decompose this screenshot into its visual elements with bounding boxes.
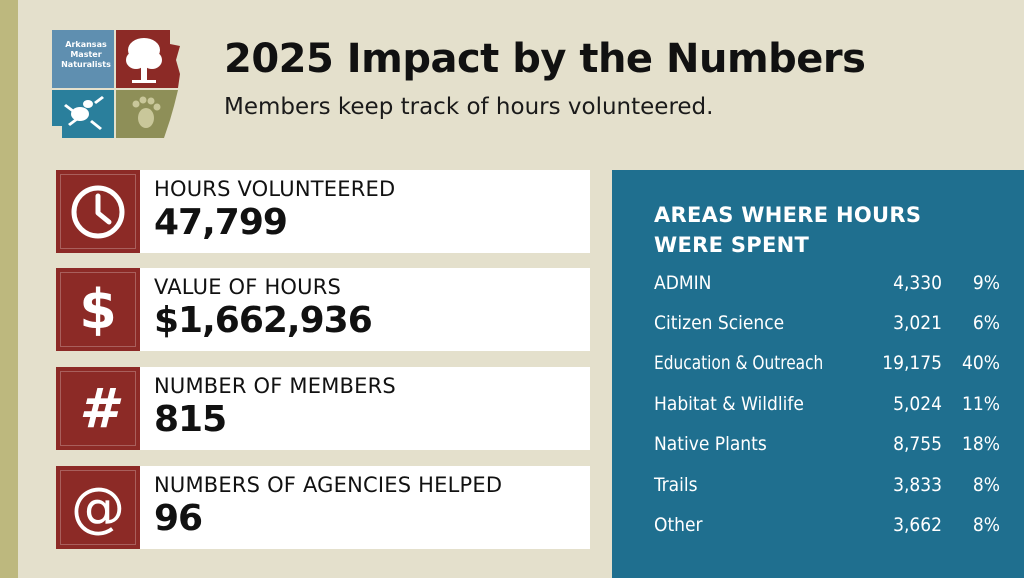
left-accent-bar: [0, 0, 18, 578]
area-hours: 4,330: [893, 272, 942, 294]
stat-label: VALUE OF HOURS: [154, 275, 342, 299]
area-percent: 9%: [972, 272, 1000, 294]
stat-value: $1,662,936: [154, 300, 373, 341]
area-hours: 8,755: [893, 433, 942, 455]
at-icon: @: [56, 466, 140, 549]
stat-hours-volunteered: HOURS VOLUNTEERED 47,799: [56, 170, 590, 253]
stat-value-of-hours: $ VALUE OF HOURS $1,662,936: [56, 268, 590, 351]
area-percent: 6%: [972, 312, 1000, 334]
area-hours: 5,024: [893, 393, 942, 415]
logo-text-line-3: Naturalists: [61, 60, 111, 69]
clock-icon: [56, 170, 140, 253]
area-name: Trails: [654, 474, 698, 496]
stat-label: NUMBERS OF AGENCIES HELPED: [154, 473, 503, 497]
stat-value: 96: [154, 498, 203, 539]
area-name: ADMIN: [654, 272, 712, 294]
stat-agencies-helped: @ NUMBERS OF AGENCIES HELPED 96: [56, 466, 590, 549]
area-row-citizen-science: Citizen Science 3,021 6%: [654, 308, 1000, 338]
stat-label: NUMBER OF MEMBERS: [154, 374, 396, 398]
logo-text-line-2: Master: [70, 50, 102, 59]
areas-title: AREAS WHERE HOURS WERE SPENT: [654, 203, 922, 257]
stat-number-of-members: # NUMBER OF MEMBERS 815: [56, 367, 590, 450]
area-row-native-plants: Native Plants 8,755 18%: [654, 429, 1000, 459]
arkansas-master-naturalists-logo: Arkansas Master Naturalists: [52, 30, 184, 142]
area-row-education-outreach: Education & Outreach 19,175 40%: [654, 348, 1000, 378]
logo-text: Arkansas Master Naturalists: [57, 40, 115, 70]
area-row-trails: Trails 3,833 8%: [654, 470, 1000, 500]
area-hours: 3,662: [893, 514, 942, 536]
page-subtitle: Members keep track of hours volunteered.: [224, 94, 714, 120]
dollar-icon: $: [56, 268, 140, 351]
areas-panel: AREAS WHERE HOURS WERE SPENT ADMIN 4,330…: [612, 170, 1024, 578]
area-name: Citizen Science: [654, 312, 785, 334]
stat-label: HOURS VOLUNTEERED: [154, 177, 396, 201]
area-percent: 40%: [962, 352, 1000, 374]
hash-icon: #: [56, 367, 140, 450]
area-hours: 3,833: [893, 474, 942, 496]
area-name: Native Plants: [654, 433, 767, 455]
dollar-glyph: $: [79, 277, 117, 341]
area-row-other: Other 3,662 8%: [654, 510, 1000, 540]
at-glyph: @: [71, 475, 125, 539]
area-percent: 8%: [972, 514, 1000, 536]
stat-value: 47,799: [154, 202, 288, 243]
area-row-admin: ADMIN 4,330 9%: [654, 268, 1000, 298]
area-name: Habitat & Wildlife: [654, 393, 804, 415]
area-row-habitat-wildlife: Habitat & Wildlife 5,024 11%: [654, 389, 1000, 419]
area-percent: 18%: [962, 433, 1000, 455]
area-percent: 11%: [962, 393, 1000, 415]
area-name: Education & Outreach: [654, 352, 824, 374]
area-name: Other: [654, 514, 703, 536]
area-percent: 8%: [972, 474, 1000, 496]
stat-value: 815: [154, 399, 227, 440]
hash-glyph: #: [79, 376, 117, 440]
area-hours: 3,021: [893, 312, 942, 334]
area-hours: 19,175: [882, 352, 942, 374]
page-title: 2025 Impact by the Numbers: [224, 36, 866, 82]
logo-text-line-1: Arkansas: [65, 40, 107, 49]
